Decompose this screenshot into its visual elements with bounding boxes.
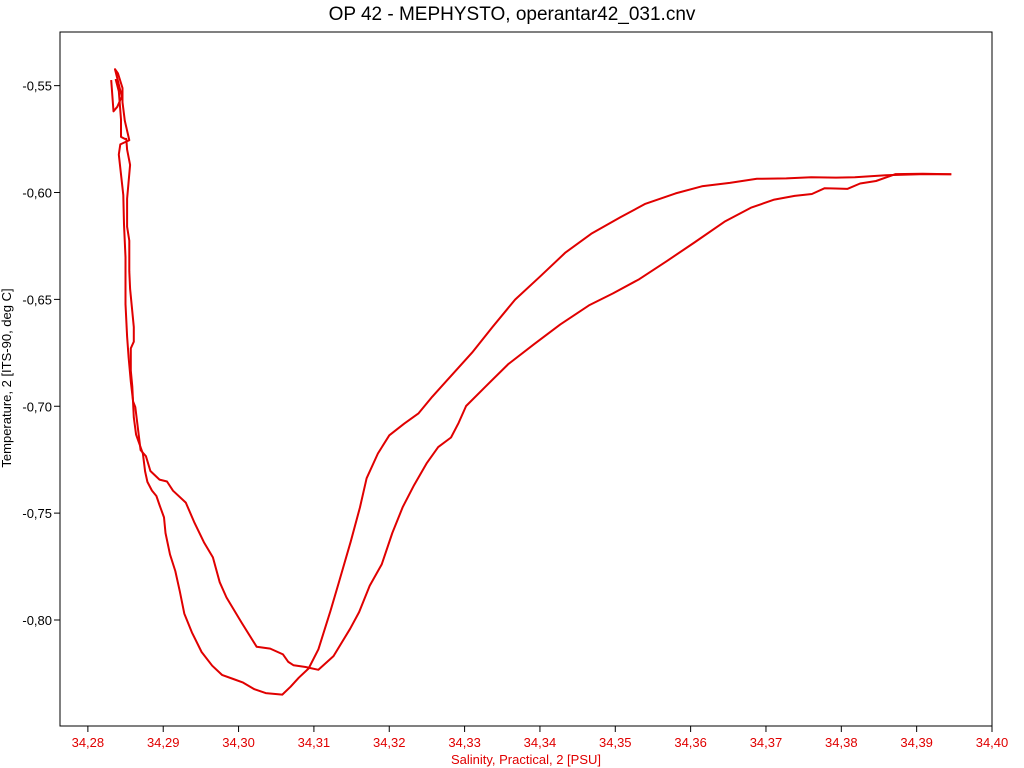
y-tick-label: -0,70 — [22, 399, 52, 414]
profile-line-2 — [110, 68, 952, 671]
x-tick-label: 34,33 — [448, 735, 481, 750]
x-tick-label: 34,31 — [298, 735, 331, 750]
y-tick-label: -0,65 — [22, 292, 52, 307]
profile-line-1 — [114, 78, 952, 696]
y-axis: -0,55 -0,60 -0,65 -0,70 -0,75 -0,80 — [22, 79, 60, 628]
y-tick-label: -0,55 — [22, 79, 52, 94]
x-tick-label: 34,38 — [825, 735, 858, 750]
series-layer — [110, 68, 952, 696]
x-tick-label: 34,30 — [222, 735, 255, 750]
x-tick-label: 34,39 — [900, 735, 933, 750]
x-tick-label: 34,29 — [147, 735, 180, 750]
x-tick-label: 34,34 — [524, 735, 557, 750]
chart-title: OP 42 - MEPHYSTO, operantar42_031.cnv — [329, 4, 696, 25]
y-tick-label: -0,75 — [22, 506, 52, 521]
y-axis-title: Temperature, 2 [ITS-90, deg C] — [0, 288, 14, 467]
y-tick-label: -0,80 — [22, 613, 52, 628]
x-axis-title: Salinity, Practical, 2 [PSU] — [451, 752, 601, 767]
x-tick-label: 34,28 — [72, 735, 105, 750]
y-tick-label: -0,60 — [22, 186, 52, 201]
x-tick-label: 34,32 — [373, 735, 406, 750]
x-axis: 34,28 34,29 34,30 34,31 34,32 34,33 34,34 34,35… — [72, 726, 1009, 750]
x-tick-label: 34,40 — [976, 735, 1009, 750]
x-tick-label: 34,36 — [674, 735, 707, 750]
x-tick-label: 34,37 — [750, 735, 783, 750]
plot-frame — [59, 31, 993, 727]
x-tick-label: 34,35 — [599, 735, 632, 750]
